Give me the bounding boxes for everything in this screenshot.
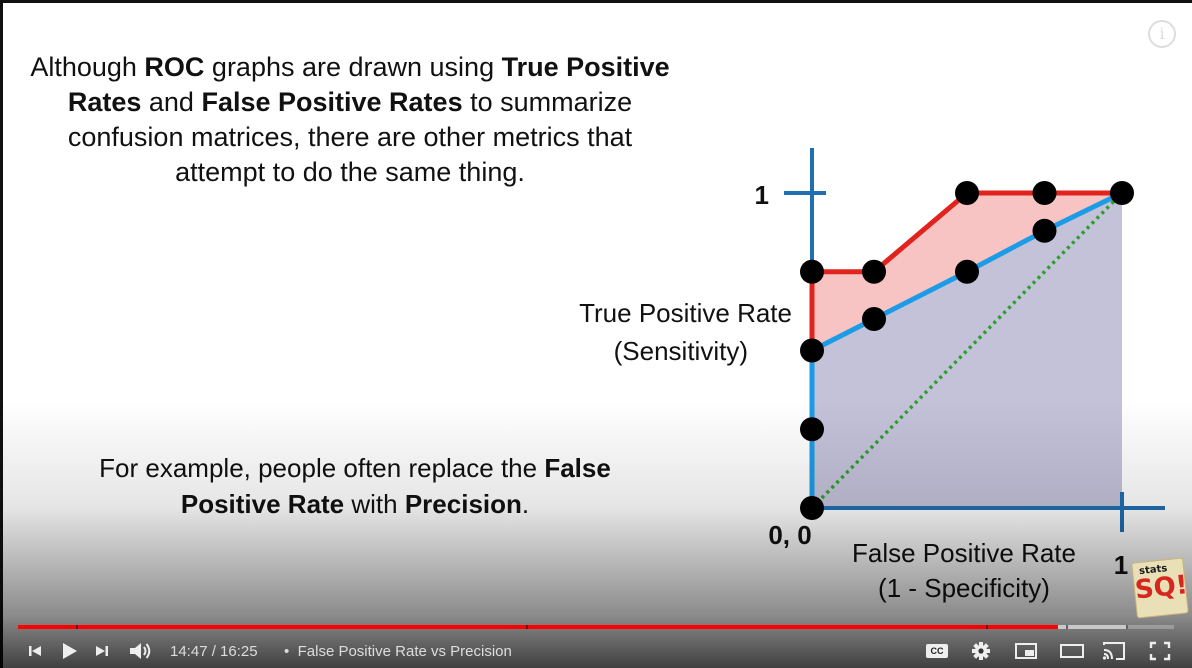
gear-icon [972,642,990,660]
chapter-title[interactable]: • False Positive Rate vs Precision [284,634,512,668]
chapter-divider [1066,625,1068,629]
intro-bold-roc: ROC [144,52,205,82]
miniplayer-icon [1015,643,1037,659]
cast-icon [1102,642,1125,660]
subtitles-icon: CC [926,644,948,658]
data-point [955,181,979,205]
play-button[interactable] [52,634,86,668]
intro-text-3: and [141,87,202,117]
previous-button[interactable] [20,634,50,668]
info-button[interactable]: i [1148,20,1176,48]
progress-played [18,625,1059,629]
chapter-separator: • [284,643,290,660]
chapter-title-text: False Positive Rate vs Precision [297,643,512,660]
chapter-divider [76,625,78,629]
next-button[interactable] [88,634,116,668]
data-point [1032,218,1057,243]
data-point [800,338,824,363]
x-axis-label-line-1: False Positive Rate [852,538,1076,568]
y-axis-label-line-1: True Positive Rate [579,298,792,328]
player-controls: 14:47 / 16:25 • False Positive Rate vs P… [0,634,1192,668]
x-tick-label-1: 1 [1114,550,1128,580]
frame-top-edge [0,0,1192,3]
progress-bar[interactable] [18,625,1174,629]
data-point [1032,181,1057,205]
data-point [800,496,824,520]
intro-bold-fpr: False Positive Rates [201,87,463,117]
data-point [862,259,886,284]
fullscreen-button[interactable] [1144,634,1176,668]
intro-text-2: graphs are drawn using [204,52,502,82]
cast-button[interactable] [1098,634,1130,668]
y-tick-label-1: 1 [755,180,769,210]
intro-paragraph: Although ROC graphs are drawn using True… [30,50,670,190]
data-point [955,259,979,284]
origin-label: 0, 0 [768,520,811,550]
intro-text-1: Although [30,52,145,82]
subtitles-button[interactable]: CC [922,634,952,668]
intro-bold-tpr: True Positive Rates [67,52,670,117]
fullscreen-icon [1149,641,1171,661]
y-axis-label-line-2: (Sensitivity) [614,336,748,366]
volume-icon [130,643,151,659]
data-point [862,307,886,331]
data-point [800,417,824,442]
miniplayer-button[interactable] [1010,634,1042,668]
chapter-divider [1126,625,1128,629]
play-icon [63,643,77,659]
mute-button[interactable] [122,634,158,668]
channel-logo: stats SQ! [1131,557,1189,619]
time-display: 14:47 / 16:25 [170,643,258,660]
data-point [1110,181,1134,205]
intro-text-4: to summarize confusion matrices, there a… [67,87,633,187]
theater-mode-icon [1060,644,1084,658]
skip-next-icon [96,646,108,656]
skip-previous-icon [29,646,41,656]
data-point [800,259,824,284]
chapter-divider [526,625,528,629]
chapter-divider [986,625,988,629]
frame-left-edge [0,0,3,668]
x-axis-label-line-2: (1 - Specificity) [878,573,1050,603]
theater-mode-button[interactable] [1055,634,1089,668]
blue-roc-line [809,190,1124,508]
settings-button[interactable] [966,634,996,668]
